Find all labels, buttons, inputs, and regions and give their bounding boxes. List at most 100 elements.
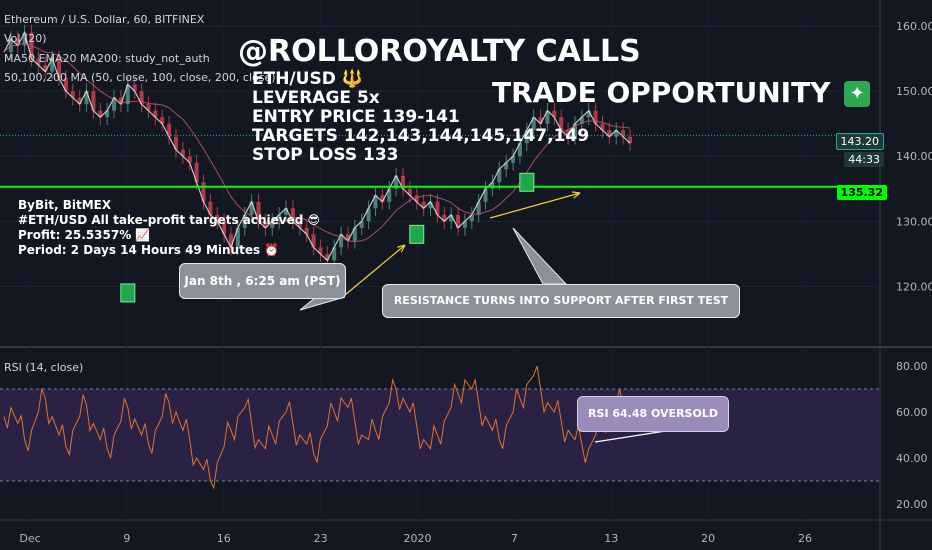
- resistance-callout[interactable]: RESISTANCE TURNS INTO SUPPORT AFTER FIRS…: [382, 284, 740, 318]
- candle-body: [249, 201, 254, 215]
- candle-body: [160, 117, 165, 124]
- candle-body: [380, 195, 385, 202]
- candle-body: [57, 58, 62, 79]
- handle-headline: @ROLLOROYALTY CALLS: [238, 34, 641, 69]
- candle-body: [366, 208, 371, 222]
- candle-body: [256, 201, 261, 222]
- candle-body: [628, 136, 632, 144]
- entry-marker: [120, 283, 136, 303]
- price-tick-label: 160.00: [896, 20, 932, 33]
- candle-body: [359, 221, 364, 228]
- rsi-overbought-band: [0, 389, 880, 481]
- candle-body: [63, 78, 68, 92]
- candle-body: [352, 227, 357, 241]
- rsi-tick-label: 40.00: [896, 452, 928, 465]
- candle-body: [242, 214, 247, 228]
- candle-body: [180, 149, 185, 157]
- trade-stop: STOP LOSS 133: [252, 145, 399, 165]
- price-tick-label: 140.00: [896, 150, 932, 163]
- candle-body: [511, 156, 516, 163]
- trend-arrow-1: [344, 244, 406, 296]
- trend-arrow-1-head: [397, 244, 406, 253]
- date-callout[interactable]: Jan 8th , 6:25 am (PST): [179, 263, 346, 299]
- resistance-callout-pointer: [512, 227, 568, 285]
- candle-body: [297, 221, 302, 228]
- candle-body: [201, 182, 206, 202]
- rsi-tick-label: 20.00: [896, 498, 928, 511]
- candle-body: [456, 214, 461, 228]
- candle-body: [504, 162, 509, 170]
- candle-body: [187, 156, 192, 163]
- countdown-tag: 44:33: [844, 152, 884, 167]
- candle-body: [22, 32, 27, 46]
- check-icon: ✦: [844, 81, 871, 107]
- last-price-tag: 143.20: [835, 133, 884, 150]
- candle-body: [15, 39, 20, 46]
- result-achieved: #ETH/USD All take-profit targets achieve…: [18, 213, 321, 227]
- time-tick-label: 20: [701, 532, 715, 545]
- candle-body: [387, 188, 392, 202]
- time-tick-label: Dec: [19, 532, 40, 545]
- rsi-callout[interactable]: RSI 64.48 OVERSOLD: [577, 396, 729, 432]
- ma-indicator[interactable]: 50,100,200 MA (50, close, 100, close, 20…: [4, 71, 276, 84]
- time-tick-label: 26: [798, 532, 812, 545]
- candle-body: [435, 201, 440, 215]
- entry-marker: [519, 172, 535, 192]
- candle-body: [476, 201, 481, 215]
- trend-arrow-2-head: [571, 191, 581, 199]
- study-indicator[interactable]: MA50 EMA20 MA200: study_not_auth: [4, 52, 210, 65]
- rsi-series-line: [3, 365, 631, 490]
- candle-body: [318, 247, 323, 254]
- candle-body: [229, 234, 234, 248]
- rsi-label[interactable]: RSI (14, close): [4, 361, 84, 374]
- candle-body: [132, 84, 137, 92]
- rsi-line-layer: [3, 365, 631, 490]
- candle-body: [173, 136, 178, 150]
- time-tick-label: 23: [314, 532, 328, 545]
- trade-targets: TARGETS 142,143,144,145,147,149: [252, 126, 590, 146]
- candle-body: [325, 253, 330, 261]
- symbol-title: Ethereum / U.S. Dollar, 60, BITFINEX: [4, 13, 205, 26]
- candle-body: [586, 110, 591, 118]
- candle-body: [167, 123, 172, 137]
- candle-body: [98, 110, 103, 118]
- candle-body: [339, 234, 344, 248]
- price-series-line: [3, 30, 631, 262]
- candle-body: [118, 97, 123, 105]
- candle-body: [559, 117, 564, 131]
- result-block: ByBit, BitMEX #ETH/USD All take-profit t…: [18, 198, 320, 258]
- candle-body: [277, 214, 282, 222]
- candle-body: [545, 110, 550, 124]
- trend-arrow-2: [489, 192, 581, 219]
- candle-body: [345, 234, 350, 241]
- candle-body: [36, 58, 41, 66]
- vol-indicator[interactable]: Vol (20): [4, 32, 47, 45]
- time-tick-label: 7: [511, 532, 518, 545]
- candle-body: [222, 221, 227, 235]
- candle-body: [304, 227, 309, 235]
- drawing-overlay: [299, 191, 673, 443]
- candle-body: [43, 65, 48, 72]
- candle-body: [112, 97, 117, 111]
- rsi-band: [0, 388, 880, 482]
- candle-body: [621, 130, 626, 137]
- time-tick-label: 9: [123, 532, 130, 545]
- trade-pair-row: ETH/USD 🔱: [252, 70, 589, 89]
- candle-body: [614, 130, 619, 137]
- candle-body: [84, 91, 89, 105]
- candle-body: [50, 58, 55, 72]
- candle-body: [531, 117, 536, 131]
- candle-body: [524, 130, 529, 144]
- candle-body: [400, 175, 405, 189]
- result-profit: Profit: 25.5357% 📈: [18, 228, 151, 242]
- candle-body: [284, 208, 289, 215]
- trade-pair: ETH/USD: [252, 69, 336, 89]
- candle-body: [407, 188, 412, 196]
- candle-body: [373, 195, 378, 209]
- candle-body: [77, 97, 82, 105]
- candle-body: [600, 123, 605, 131]
- price-tick-label: 130.00: [896, 215, 932, 228]
- time-tick-label: 2020: [404, 532, 432, 545]
- trade-entry: ENTRY PRICE 139-141: [252, 107, 460, 127]
